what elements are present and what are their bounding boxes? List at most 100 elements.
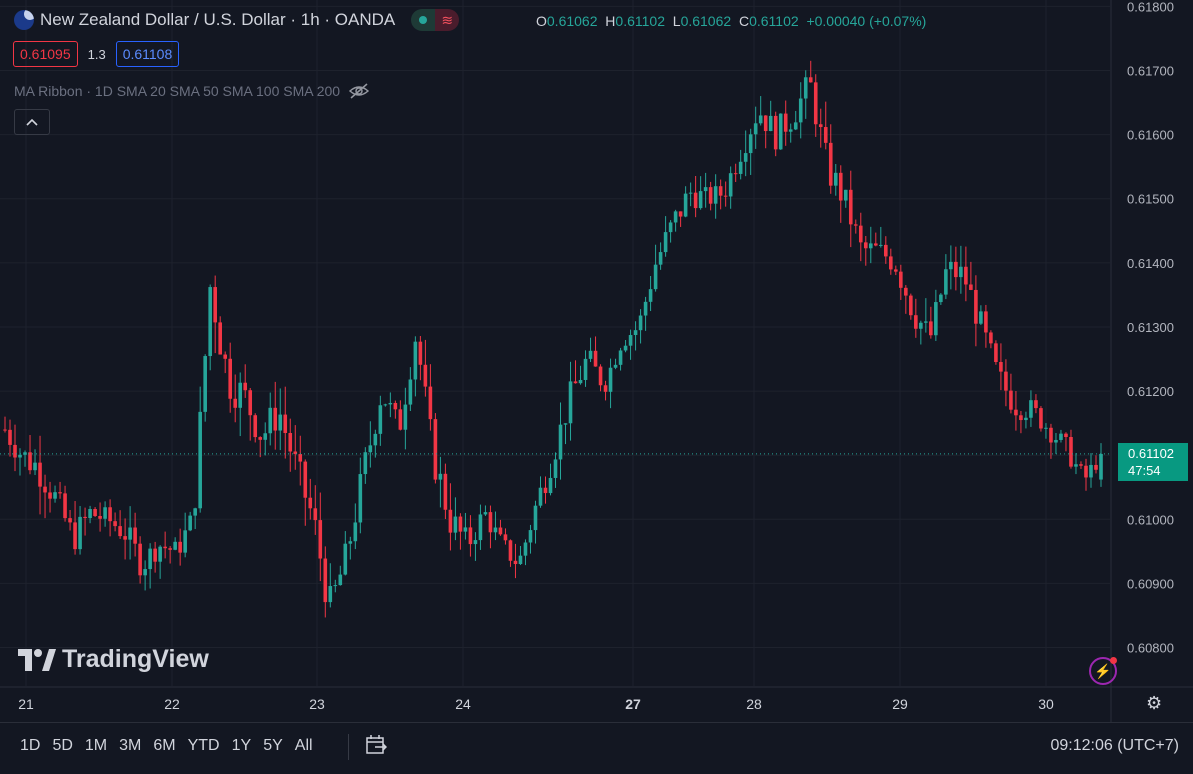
candle-body (263, 433, 268, 440)
candle-body (88, 509, 92, 519)
y-tick-label: 0.61700 (1127, 64, 1174, 79)
symbol-title[interactable]: New Zealand Dollar / U.S. Dollar · 1h · … (40, 10, 396, 29)
candle-body (1079, 464, 1083, 466)
candle-body (984, 311, 988, 333)
candle-body (1009, 390, 1013, 410)
buy-button[interactable]: 0.61108 (115, 41, 180, 67)
candle-body (553, 459, 558, 478)
candle-body (738, 161, 743, 174)
indicator-legend[interactable]: MA Ribbon · 1D SMA 20 SMA 50 SMA 100 SMA… (14, 83, 370, 99)
candle-body (843, 189, 848, 201)
close-label: C (738, 13, 750, 29)
candle-body (308, 497, 313, 509)
change-value: +0.00040 (+0.07%) (806, 13, 927, 29)
range-button-1d[interactable]: 1D (20, 737, 41, 754)
market-status-pill[interactable]: ≋ (411, 9, 460, 31)
candle-body (248, 390, 253, 416)
range-button-5y[interactable]: 5Y (263, 737, 283, 754)
candle-body (243, 382, 248, 391)
candle-body (773, 115, 778, 150)
candle-body (443, 473, 448, 510)
candle-body (408, 379, 413, 405)
candle-body (1014, 409, 1018, 416)
candle-body (118, 526, 122, 537)
candle-body (588, 350, 593, 359)
candle-body (863, 242, 868, 249)
candle-body (633, 330, 638, 336)
range-button-all[interactable]: All (294, 737, 313, 754)
candle-body (1024, 417, 1028, 421)
candle-body (969, 284, 973, 290)
candle-body (733, 173, 738, 175)
candle-body (473, 540, 478, 545)
candle-body (909, 295, 913, 316)
candle-body (328, 586, 333, 603)
spread-value: 1.3 (87, 46, 106, 62)
range-button-1y[interactable]: 1Y (231, 737, 252, 754)
price-chart[interactable]: 0.61800 0.61700 0.61600 0.61500 0.61400 0.613… (0, 0, 1193, 722)
range-button-ytd[interactable]: YTD (187, 737, 220, 754)
candle-body (994, 343, 998, 363)
last-price-value: 0.61102 (1128, 446, 1175, 461)
candle-body (18, 454, 22, 458)
candle-body (934, 302, 938, 336)
candle-body (183, 530, 187, 553)
candle-body (368, 445, 373, 453)
candle-body (218, 322, 222, 355)
range-button-1m[interactable]: 1M (84, 737, 108, 754)
candle-body (748, 134, 753, 154)
candle-body (303, 461, 308, 498)
go-to-date-icon[interactable] (365, 734, 387, 756)
tradingview-logo: TradingView (18, 645, 209, 674)
candle-body (1044, 427, 1048, 429)
x-tick-label: 23 (309, 696, 325, 712)
candle-body (298, 454, 303, 462)
candle-body (1084, 465, 1088, 478)
candle-body (413, 341, 418, 380)
collapse-legend-button[interactable] (14, 109, 50, 135)
candle-body (1089, 464, 1093, 478)
range-button-6m[interactable]: 6M (153, 737, 176, 754)
timezone-clock[interactable]: 09:12:06 (UTC+7) (1050, 737, 1179, 754)
y-tick-label: 0.61500 (1127, 192, 1174, 207)
candle-body (238, 382, 243, 408)
candle-body (133, 527, 137, 544)
lightning-icon[interactable]: ⚡ (1089, 657, 1117, 685)
toolbar-divider (348, 734, 349, 760)
x-tick-label: 21 (18, 696, 34, 712)
candle-body (558, 424, 563, 460)
candle-body (48, 492, 52, 499)
candle-body (103, 507, 107, 519)
candle-body (894, 269, 898, 272)
candle-body (939, 294, 943, 303)
candle-body (278, 414, 283, 431)
y-tick-label: 0.60900 (1127, 576, 1174, 591)
candle-body (113, 521, 117, 527)
candle-body (8, 429, 12, 445)
gear-icon[interactable]: ⚙ (1146, 693, 1163, 713)
candle-body (173, 541, 177, 550)
candle-body (453, 516, 458, 533)
candle-body (608, 367, 613, 392)
candle-body (979, 311, 983, 324)
candle-body (13, 444, 17, 458)
nzd-usd-flag-icon (14, 10, 34, 30)
candle-body (563, 423, 568, 425)
candle-body (158, 546, 162, 562)
candle-body (253, 415, 258, 438)
candle-body (964, 266, 968, 285)
sell-button[interactable]: 0.61095 (13, 41, 78, 67)
candle-body (33, 462, 37, 471)
range-button-5d[interactable]: 5D (52, 737, 73, 754)
hidden-eye-icon[interactable] (348, 83, 370, 99)
candle-body (899, 271, 903, 288)
candle-body (528, 530, 533, 543)
bottom-toolbar: 1D 5D 1M 3M 6M YTD 1Y 5Y All 09:12:06 (UTC+7) (0, 722, 1193, 774)
range-button-3m[interactable]: 3M (119, 737, 142, 754)
candle-body (228, 358, 233, 399)
candle-body (593, 350, 598, 367)
candle-body (1074, 464, 1078, 467)
symbol-header[interactable]: New Zealand Dollar / U.S. Dollar · 1h · … (14, 9, 460, 31)
candle-body (828, 142, 833, 186)
y-tick-label: 0.61800 (1127, 0, 1174, 14)
